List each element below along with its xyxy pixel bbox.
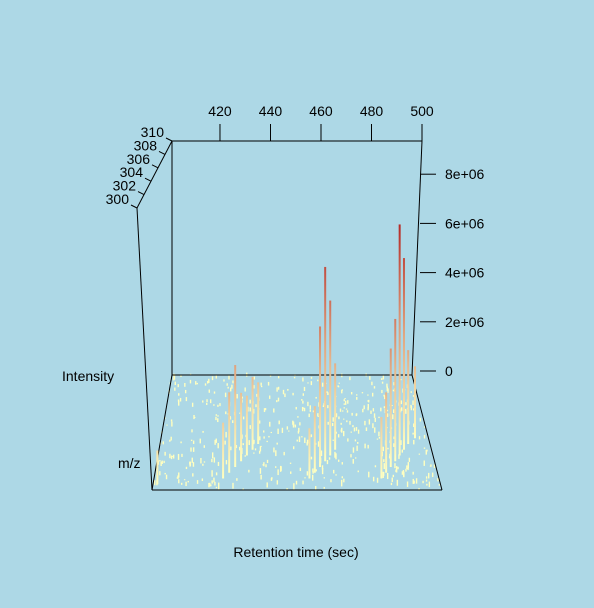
peak-bar xyxy=(240,392,243,462)
peak-bar xyxy=(389,348,392,467)
peak-bar xyxy=(394,318,397,462)
peak-bar xyxy=(334,363,337,450)
peak-bar xyxy=(245,395,248,456)
z-tick-label: 4e+06 xyxy=(445,265,485,281)
box-edge-left-floor xyxy=(151,374,173,491)
peak-bar xyxy=(413,366,416,439)
box-edge-left-top xyxy=(136,140,173,209)
x-tick-label: 500 xyxy=(410,103,434,119)
y-tick-label: 308 xyxy=(134,137,158,153)
peak-bar xyxy=(251,376,254,450)
box-edge-right-floor xyxy=(411,374,443,491)
peak-bar xyxy=(385,392,388,473)
y-tick xyxy=(151,164,159,169)
peak-bar xyxy=(319,326,322,467)
peak-bar xyxy=(257,382,260,444)
peak-bar xyxy=(402,258,405,450)
box-edge-back-right xyxy=(411,140,423,376)
x-tick-label: 460 xyxy=(309,103,333,119)
z-tick-label: 0 xyxy=(445,363,453,379)
z-tick-label: 6e+06 xyxy=(445,215,485,231)
y-tick xyxy=(144,177,152,182)
z-axis-label: Intensity xyxy=(62,368,114,384)
peak-bar xyxy=(380,417,383,479)
y-tick-label: 306 xyxy=(127,151,151,167)
y-tick xyxy=(137,191,145,196)
peak-bar xyxy=(234,365,237,467)
peak-bar xyxy=(313,406,316,473)
peak-bar xyxy=(329,300,332,456)
peak-bar xyxy=(398,224,401,456)
x-tick-label: 420 xyxy=(208,103,232,119)
peak-bar xyxy=(156,450,159,485)
peak-bar xyxy=(407,350,410,444)
y-tick-label: 310 xyxy=(141,124,165,140)
x-tick-label: 440 xyxy=(259,103,283,119)
y-tick-label: 300 xyxy=(106,191,130,207)
x-axis-label: Retention time (sec) xyxy=(233,544,358,560)
peak-bar xyxy=(324,266,327,462)
y-tick-label: 304 xyxy=(120,164,144,180)
chart-floor xyxy=(153,372,441,490)
peak-bar xyxy=(222,422,225,479)
peak-bar xyxy=(308,428,311,479)
y-axis-label: m/z xyxy=(118,455,141,471)
y-tick xyxy=(165,137,173,142)
chart-box xyxy=(136,140,443,491)
box-edge-front-left xyxy=(136,207,153,491)
y-tick xyxy=(158,150,166,155)
chart-peaks xyxy=(156,224,416,485)
y-tick xyxy=(130,204,138,209)
peak-bar xyxy=(228,392,231,473)
y-tick-label: 302 xyxy=(113,178,137,194)
x-tick-label: 480 xyxy=(360,103,384,119)
z-tick-label: 8e+06 xyxy=(445,166,485,182)
z-tick-label: 2e+06 xyxy=(445,314,485,330)
